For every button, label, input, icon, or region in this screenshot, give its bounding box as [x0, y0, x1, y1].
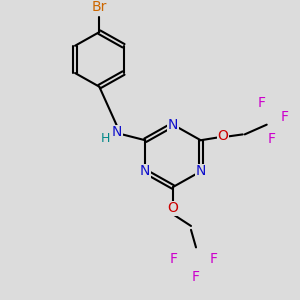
Text: F: F — [268, 132, 276, 146]
Text: H: H — [100, 132, 110, 145]
Text: N: N — [168, 118, 178, 132]
Text: F: F — [281, 110, 289, 124]
Text: N: N — [140, 164, 151, 178]
Text: N: N — [196, 164, 206, 178]
Text: F: F — [258, 96, 266, 110]
Text: O: O — [217, 129, 228, 143]
Text: F: F — [170, 252, 178, 266]
Text: F: F — [210, 252, 218, 266]
Text: N: N — [112, 125, 122, 140]
Text: F: F — [192, 270, 200, 283]
Text: O: O — [168, 201, 178, 215]
Text: Br: Br — [92, 0, 107, 14]
